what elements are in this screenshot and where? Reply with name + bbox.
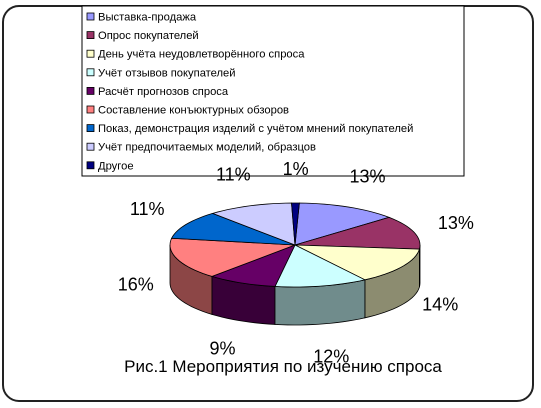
data-label: 11% [130, 199, 165, 219]
legend-item: Показ, демонстрация изделий с учётом мне… [86, 123, 413, 135]
data-label: 12% [313, 347, 349, 367]
data-label: 11% [216, 164, 251, 184]
legend-swatch [86, 161, 95, 170]
data-labels: 13% 13% 14% 12% 9% 16% 11% 11% 1% [118, 159, 474, 367]
legend-label: Показ, демонстрация изделий с учётом мне… [98, 123, 413, 135]
pie-slice [294, 202, 391, 246]
legend-swatch [86, 124, 95, 132]
legend-box [81, 5, 465, 177]
data-label: 14% [422, 295, 458, 315]
pie-3d [169, 202, 421, 326]
legend-label: Опрос покупателей [98, 30, 199, 42]
legend-item: Расчёт прогнозов спроса [86, 86, 229, 98]
pie-slice [291, 202, 300, 246]
data-label: 13% [349, 167, 385, 187]
pie-slice [294, 244, 420, 281]
legend-item: Составление конъюктурных обзоров [86, 105, 289, 117]
legend-item: Другое [86, 160, 134, 172]
pie-slice [211, 202, 296, 246]
legend-label: Расчёт прогнозов спроса [98, 86, 229, 98]
legend-swatch [86, 12, 95, 21]
legend-item: Учёт отзывов покупателей [86, 67, 236, 79]
pie-slice [169, 237, 296, 277]
pie-slice [294, 216, 421, 250]
pie-slice [274, 244, 367, 288]
pie-slice [170, 212, 296, 246]
legend-label: День учёта неудовлетворённого спроса [98, 49, 305, 61]
legend-item: Учёт предпочитаемых моделий, образцов [86, 142, 316, 154]
pie-slice [210, 244, 296, 287]
legend-label: Составление конъюктурных обзоров [98, 105, 289, 117]
data-label: 9% [209, 338, 235, 358]
data-label: 13% [438, 213, 474, 233]
legend-item: Опрос покупателей [86, 30, 199, 42]
legend-swatch [86, 142, 95, 151]
legend-swatch [86, 31, 95, 40]
legend-swatch [86, 87, 95, 95]
legend-label: Другое [98, 160, 134, 172]
data-label: 16% [118, 275, 154, 295]
figure-caption: Рис.1 Мероприятия по изучению спроса [124, 357, 442, 376]
legend-swatch [86, 49, 95, 58]
legend-swatch [86, 105, 95, 114]
legend-item: Выставка-продажа [86, 12, 197, 24]
legend-label: Выставка-продажа [98, 12, 197, 24]
pie-tops [169, 202, 421, 288]
legend-label: Учёт отзывов покупателей [98, 67, 236, 79]
legend: Выставка-продажа Опрос покупателей День уч… [81, 5, 465, 177]
legend-item: День учёта неудовлетворённого спроса [86, 49, 305, 61]
legend-label: Учёт предпочитаемых моделий, образцов [98, 142, 316, 154]
data-label: 1% [283, 159, 309, 179]
legend-swatch [86, 68, 95, 77]
